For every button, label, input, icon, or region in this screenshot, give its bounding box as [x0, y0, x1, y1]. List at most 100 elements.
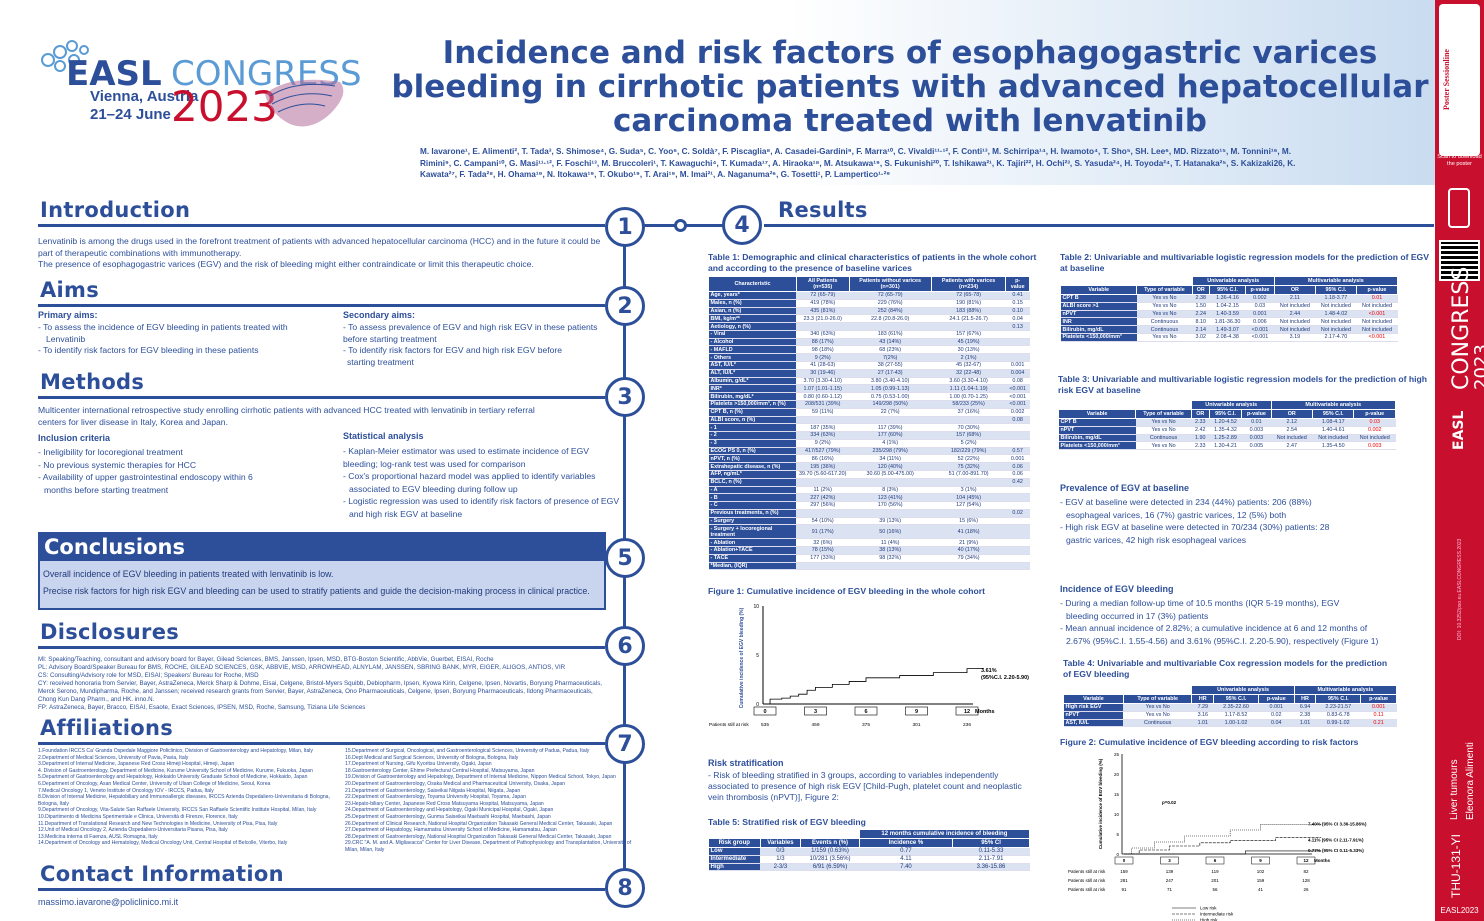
incidence-title: Incidence of EGV bleeding [1060, 584, 1174, 594]
fig2-x-label: Months [1314, 858, 1330, 863]
table1-cell: ECOG PS 0, n (%) [708, 447, 797, 456]
table2-cell: 2.08-4.38 [1209, 333, 1246, 342]
table3-cell: 1.25-2.89 [1209, 434, 1242, 443]
table5-row: Low 0/3 1/159 (0.63%) 0.77 0.11-5.33 [708, 847, 1030, 856]
table1-cell: - TACE [708, 554, 797, 563]
table4-cell: 0.02 [1258, 711, 1295, 720]
methods-intro: Multicenter international retrospective … [38, 405, 535, 427]
table3-header: 95% C.I. [1208, 409, 1243, 419]
table1-cell: 5 (2%) [931, 439, 1006, 448]
disclosures-rule [38, 646, 605, 649]
table1-cell: 3.70 (3.30-4.10) [796, 377, 849, 386]
table1-row: ALT, IU/L* 30 (19-46) 27 (17-43) 32 (22-48)… [708, 369, 1030, 378]
qr-code-icon[interactable] [1439, 240, 1480, 281]
table4-cell: Yes vs No [1123, 703, 1192, 712]
table3-row: Bilirubin, mg/dL Continuous 1.90 1.25-2.89 0… [1058, 434, 1396, 443]
affiliation: 26.Department of Clinical Research, Nati… [345, 820, 613, 827]
affiliation: 25.Department of Gastroenterology, Gunma… [345, 813, 551, 820]
table1-cell: 98 (32%) [849, 554, 932, 563]
table1-cell: 30 (19-46) [796, 369, 849, 378]
table1-row: - C 297 (56%) 170 (56%) 127 (54%) [708, 501, 1030, 510]
table1-cell [849, 562, 932, 571]
table5-header: Incidence % [858, 838, 954, 848]
table5-cell: 1/3 [760, 855, 801, 864]
inclusion-list: - Ineligibility for locoregional treatme… [38, 446, 318, 496]
table5-cell: 3.36-15.86 [952, 863, 1030, 872]
table1-cell: - 2 [708, 431, 797, 440]
table4-cell: Continuous [1123, 719, 1192, 728]
table1-cell [931, 478, 1006, 487]
table1-header: Characteristic [708, 276, 797, 292]
table4-cell: 7.29 [1191, 703, 1214, 712]
table2: Univariable analysis Multivariable analys… [1059, 276, 1399, 342]
table2-cell: Continuous [1136, 317, 1192, 327]
fig1-x-tick: 9 [915, 709, 918, 715]
table1-row: - A 11 (2%) 8 (3%) 3 (1%) [708, 486, 1030, 495]
incidence-3: - Mean annual incidence of 2.82%; a cumu… [1060, 623, 1368, 633]
table1-row: Albumin, g/dL* 3.70 (3.30-4.10) 3.80 (3.40… [708, 377, 1030, 386]
logo-easl: EASL [66, 54, 162, 94]
fig1-annotation: 3.61% [981, 668, 997, 674]
table1-cell: 9 (2%) [796, 439, 849, 448]
table2-cell: 2.11 [1274, 294, 1316, 303]
table2-cell: 1.36-4.16 [1209, 294, 1246, 303]
results-heading: Results [778, 198, 868, 222]
table4-header: p-value [1360, 694, 1397, 704]
figure2-chart: 0 5 10 15 20 25 Cumulative incidence of EGV bl… [1068, 752, 1367, 921]
table2-cell: 2.24 [1192, 310, 1210, 319]
table1-cell [849, 322, 932, 331]
table2-cell: 2.17-4.70 [1315, 333, 1357, 342]
table3-cell: 0.005 [1241, 441, 1271, 451]
table1-cell: 50 (16%) [849, 524, 932, 540]
prevalence-4: gastric varices, 42 high risk esophageal… [1066, 534, 1247, 545]
table1-cell: 183 (61%) [849, 330, 932, 339]
affiliation: 10.Dipartimento di Medicina Sperimentale… [38, 813, 238, 820]
table1-cell: 0.41 [1005, 291, 1030, 300]
sidebar-easl: EASL [1451, 410, 1467, 450]
contact-email[interactable]: massimo.iavarone@policlinico.mi.it [38, 897, 179, 907]
table1-row: AFP, ng/mL* 39.70 (5.60-617.20) 30.60 (5.0… [708, 470, 1030, 479]
fig1-x-tick-box [854, 706, 878, 716]
table3-row: nPVT Yes vs No 2.42 1.35-4.32 0.003 2.54 1.40-… [1058, 426, 1396, 435]
table1-row: Platelets >150,000/mm³, n (%) 208/531 (39… [708, 400, 1030, 409]
table4-cell: 0.001 [1258, 703, 1295, 712]
table4-row: nPVT Yes vs No 3.16 1.17-8.52 0.02 2.38 0.83-6… [1063, 711, 1397, 720]
prevalence-1: - EGV at baseline were detected in 234 (… [1060, 497, 1312, 507]
fig1-risk-label: Patients still at risk [709, 722, 749, 728]
table3-header: Variable [1057, 409, 1137, 419]
table2-cell: 0.03 [1245, 302, 1275, 311]
logo-year: 2023 [171, 82, 278, 131]
table3-header: OR [1270, 409, 1313, 419]
contact-heading: Contact Information [40, 862, 284, 886]
table1-row: - 1 187 (35%) 117 (39%) 70 (30%) [708, 423, 1030, 433]
disclosure-3: CS: Consulting/Advisory role for MSD, EI… [38, 672, 259, 679]
stats-title: Statistical analysis [343, 431, 424, 441]
table3-cell: 1.08-4.17 [1312, 418, 1354, 427]
table1-cell: Platelets >150,000/mm³, n (%) [708, 400, 797, 409]
table2-cell: 1.04-2.15 [1209, 302, 1246, 311]
results-rule [764, 224, 1434, 227]
table4-cell: AST, IU/L [1063, 719, 1124, 728]
disclosures-heading: Disclosures [40, 620, 180, 644]
table1-cell: ALT, IU/L* [708, 369, 797, 378]
fig2-curve-high [1124, 824, 1322, 855]
table1-cell [1005, 493, 1030, 503]
table1-cell: 417/527 (79%) [796, 447, 849, 456]
fig1-x-label: Months [975, 709, 995, 715]
methods-heading: Methods [40, 370, 145, 394]
table1-cell: 195 (36%) [796, 462, 849, 471]
risk-title: Risk stratification [708, 758, 784, 768]
table5-cell: High [708, 863, 761, 872]
table1-cell: 52 (22%) [931, 454, 1006, 464]
primary-aims: - To assess the incidence of EGV bleedin… [38, 322, 338, 357]
table1-row: Aetiology, n (%) 0.13 [708, 322, 1030, 331]
fig1-risk-value: 459 [811, 722, 819, 728]
stats-6: and high risk EGV at baseline [349, 508, 463, 519]
table1-cell [1005, 501, 1030, 510]
table1-cell: - C [708, 501, 797, 510]
fig2-x-tick: 0 [1123, 858, 1126, 863]
table4-cell: Yes vs No [1123, 711, 1192, 720]
table1-cell: 252 (84%) [849, 307, 932, 316]
table2-cell: 3.19 [1274, 333, 1316, 342]
table5-cell: 6/91 (6.59%) [800, 863, 860, 872]
